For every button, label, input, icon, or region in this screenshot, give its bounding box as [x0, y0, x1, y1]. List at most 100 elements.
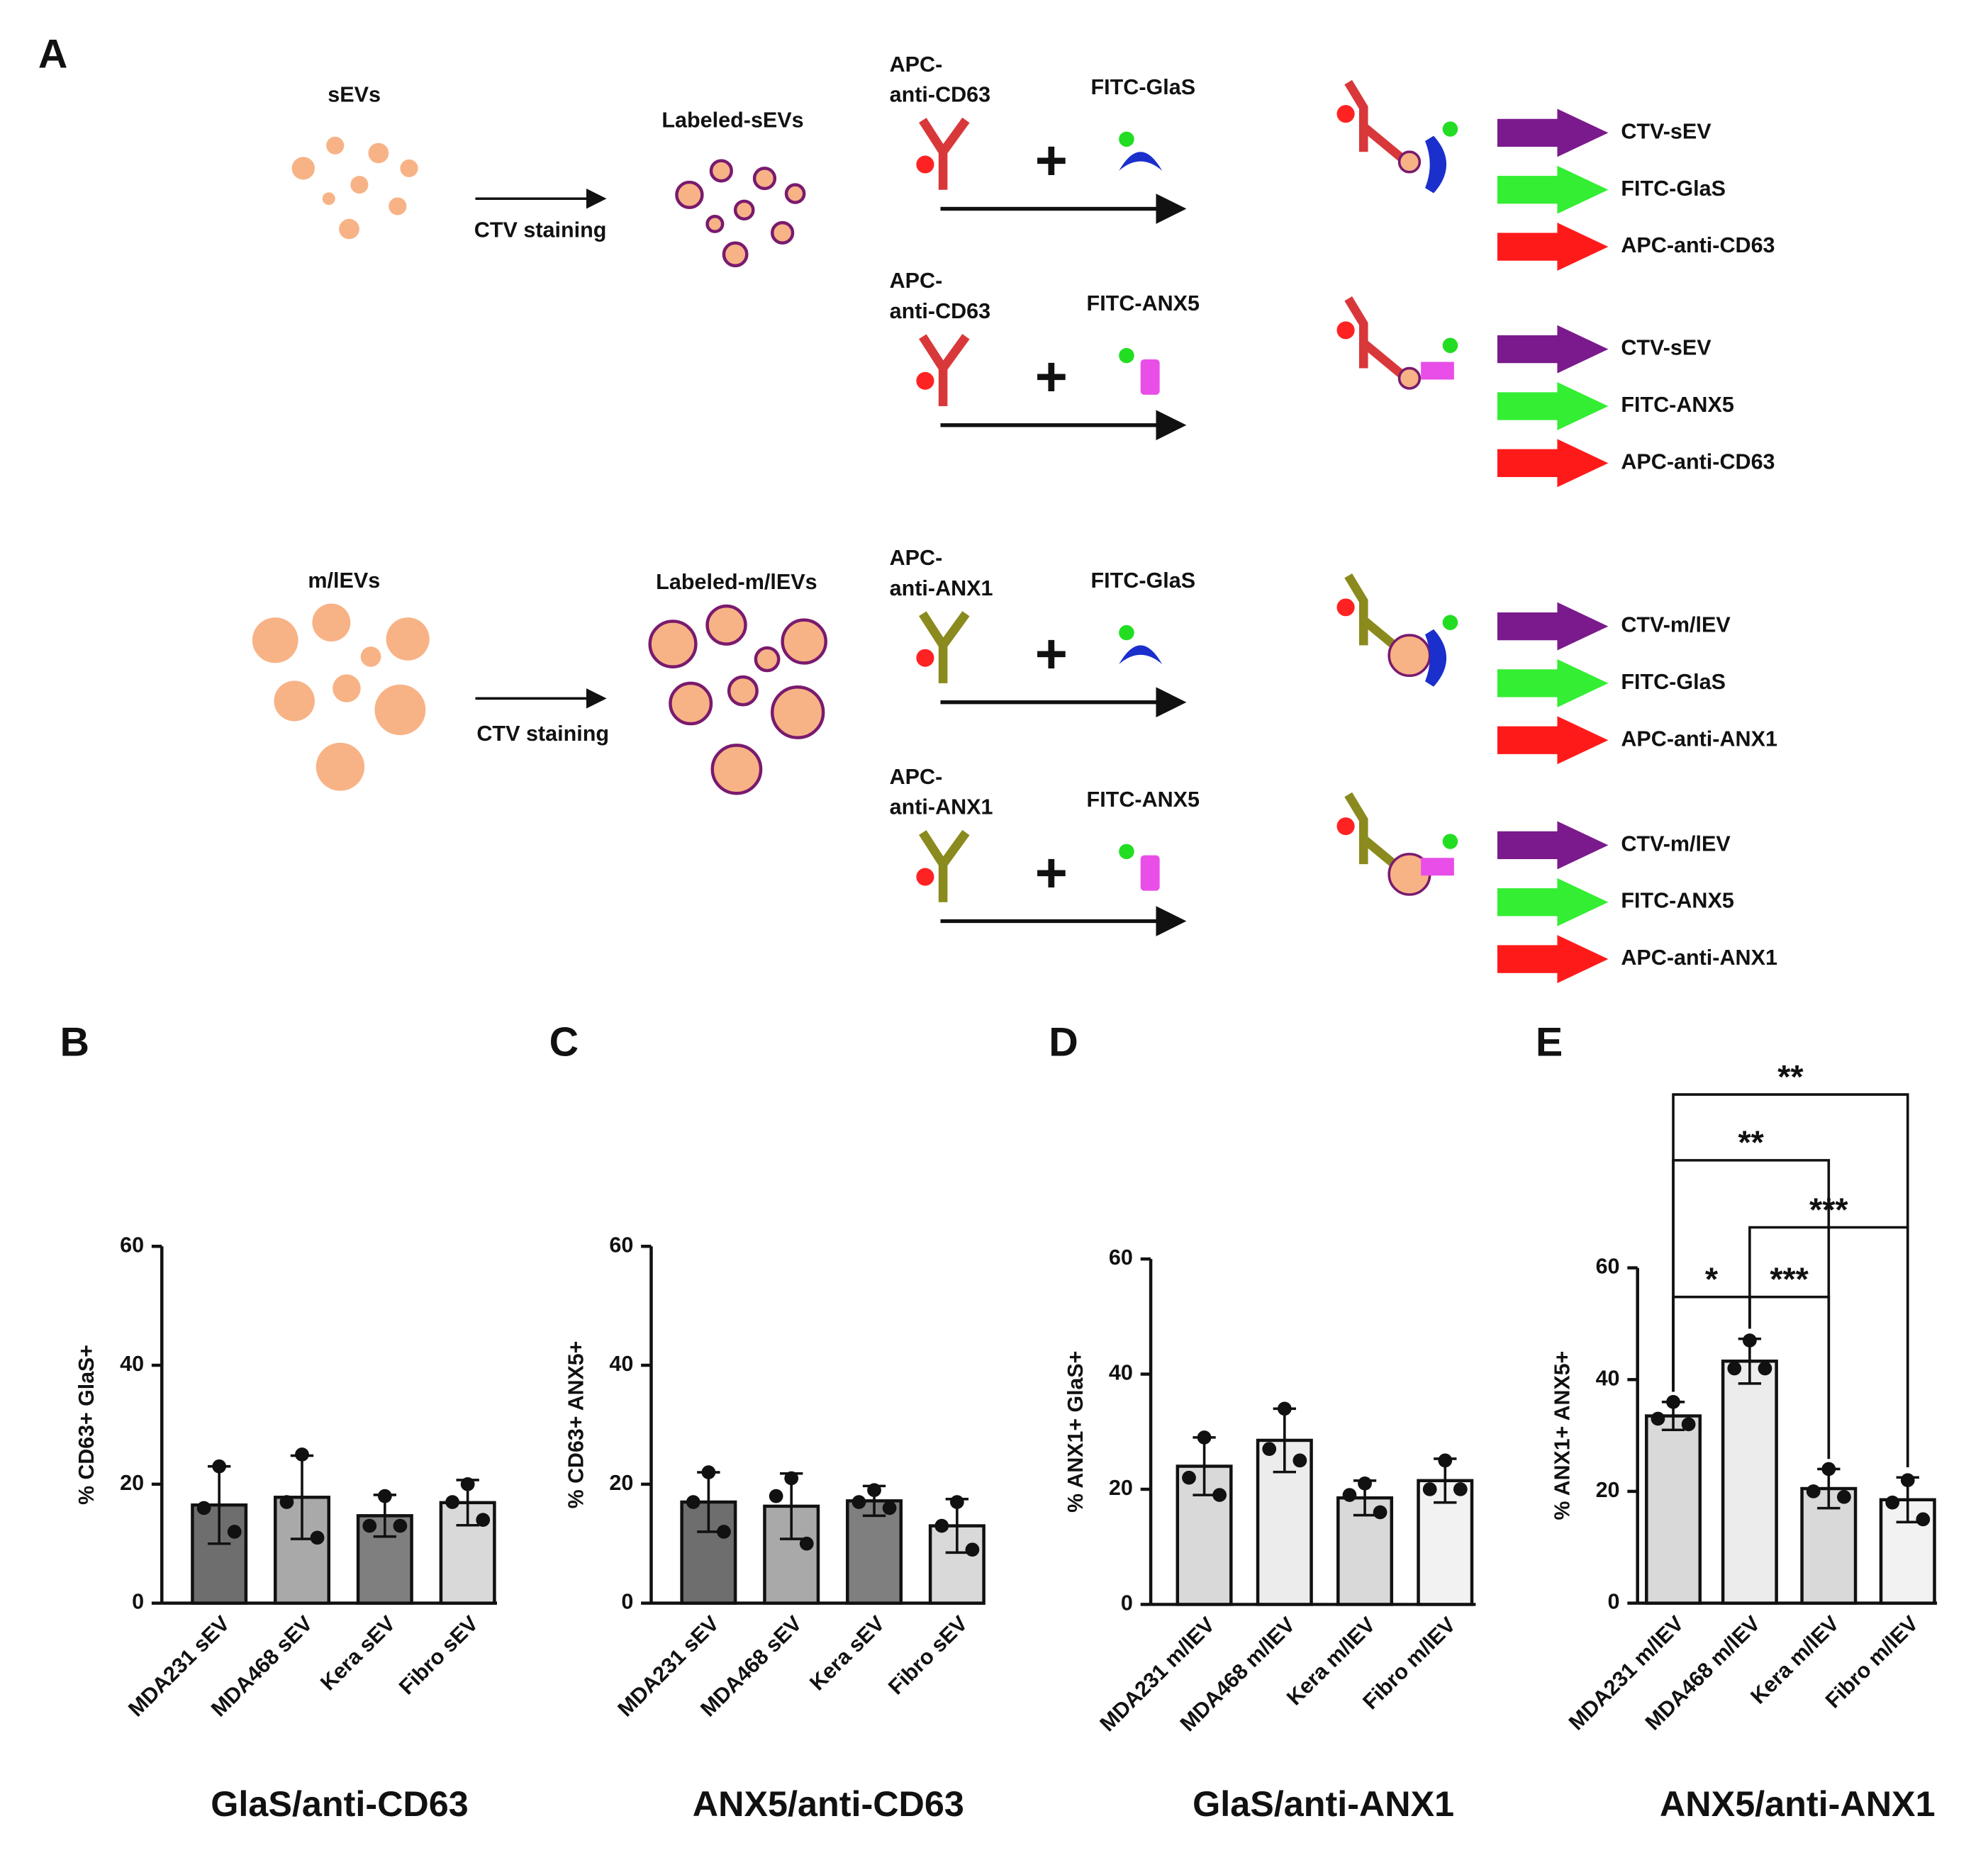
fluor: [1442, 834, 1458, 849]
output-label: CTV-sEV: [1621, 120, 1711, 144]
y-tick-label: 20: [609, 1471, 633, 1495]
panel-label: B: [60, 1020, 89, 1065]
x-tick-label: Fibro sEV: [883, 1611, 972, 1700]
ev: [374, 684, 426, 736]
fluor: [1442, 121, 1458, 137]
data-point: [1742, 1333, 1757, 1348]
data-point: [393, 1518, 408, 1533]
data-point: [1758, 1361, 1772, 1376]
panel-label: A: [38, 32, 68, 77]
y-tick-label: 40: [1596, 1366, 1620, 1390]
data-point: [1262, 1442, 1277, 1456]
label: Labeled-m/lEVs: [656, 570, 817, 594]
labeled-ev: [669, 681, 713, 726]
antibody: [1344, 296, 1405, 379]
data-point: [196, 1501, 211, 1516]
data-point: [377, 1489, 392, 1503]
panel-label: D: [1049, 1020, 1078, 1065]
output-label: FITC-GlaS: [1621, 670, 1726, 694]
data-point: [1821, 1462, 1836, 1477]
significance-bracket: [1672, 1093, 1909, 1467]
probe-label: FITC-GlaS: [1090, 75, 1195, 99]
fluor: [1336, 598, 1355, 617]
significance-label: **: [1738, 1124, 1764, 1161]
data-point: [1292, 1453, 1307, 1468]
fluor: [1119, 347, 1134, 364]
data-point: [769, 1489, 783, 1503]
ev: [400, 159, 418, 177]
data-point: [1651, 1411, 1665, 1426]
chart-title: GlaS/anti-CD63: [211, 1784, 468, 1824]
y-axis-label: % ANX1+ GlaS+: [1063, 1351, 1088, 1513]
data-point: [1373, 1505, 1387, 1520]
x-tick-label: Fibro sEV: [394, 1611, 483, 1700]
output-label: APC-anti-ANX1: [1621, 727, 1777, 751]
plus: +: [1035, 345, 1068, 408]
chart-title: ANX5/anti-ANX1: [1660, 1784, 1936, 1824]
output-arrow: [1497, 878, 1609, 926]
data-point: [965, 1542, 980, 1557]
antibody: [1344, 79, 1405, 162]
output-arrow: [1497, 716, 1609, 765]
output-label: CTV-m/lEV: [1621, 613, 1731, 637]
labeled-ev: [770, 220, 795, 245]
probe: [1140, 359, 1160, 395]
labeled-ev: [675, 180, 704, 209]
labeled-ev: [722, 241, 749, 268]
antibody-label: anti-ANX1: [890, 795, 993, 819]
labeled-ev: [705, 604, 747, 646]
output-label: CTV-m/lEV: [1621, 832, 1731, 856]
data-point: [1438, 1453, 1453, 1468]
antibody-label: anti-ANX1: [890, 576, 993, 600]
labeled-ev: [648, 620, 698, 668]
label: Labeled-sEVs: [661, 108, 803, 132]
labeled-ev: [781, 618, 827, 665]
ev: [312, 603, 351, 642]
data-point: [934, 1518, 949, 1533]
labeled-ev: [752, 167, 777, 191]
fluor: [1442, 337, 1458, 354]
data-point: [1885, 1495, 1900, 1510]
data-point: [1727, 1361, 1742, 1376]
output-label: APC-anti-CD63: [1621, 233, 1775, 257]
label: m/lEVs: [308, 568, 380, 593]
output-arrow: [1497, 935, 1609, 983]
data-point: [949, 1495, 964, 1509]
data-point: [717, 1525, 731, 1539]
labeled-ev: [754, 646, 781, 673]
fluor: [1119, 131, 1134, 147]
y-axis-label: % CD63+ GlaS+: [74, 1345, 99, 1505]
ev: [389, 197, 407, 215]
output-label: APC-anti-ANX1: [1621, 946, 1777, 970]
antibody-label: anti-CD63: [890, 299, 991, 323]
data-point: [227, 1525, 242, 1539]
chart-title: ANX5/anti-CD63: [693, 1784, 964, 1824]
antibody: [919, 829, 970, 902]
ev: [322, 192, 335, 206]
ev: [350, 176, 369, 194]
fluor: [916, 868, 934, 886]
labeled-ev: [733, 199, 755, 221]
bar: [846, 1499, 903, 1605]
y-tick-label: 0: [1121, 1591, 1133, 1615]
antibody-label: APC-: [890, 52, 943, 77]
ev: [360, 646, 381, 667]
output-arrow: [1497, 325, 1609, 374]
ev: [274, 680, 315, 722]
ev: [1397, 150, 1422, 174]
labeled-ev: [710, 744, 763, 795]
probe: [1424, 629, 1447, 687]
probe: [1119, 645, 1163, 665]
probe-label: FITC-GlaS: [1090, 568, 1195, 593]
antibody: [1344, 792, 1405, 874]
y-tick-label: 40: [1109, 1361, 1133, 1385]
data-point: [1837, 1490, 1851, 1504]
data-point: [799, 1536, 814, 1551]
output-label: FITC-ANX5: [1621, 393, 1734, 417]
data-point: [212, 1459, 227, 1474]
ev: [339, 218, 359, 240]
significance-label: ***: [1770, 1261, 1809, 1298]
fluor: [1119, 844, 1134, 860]
fluor: [1119, 624, 1134, 641]
ev: [291, 157, 315, 180]
